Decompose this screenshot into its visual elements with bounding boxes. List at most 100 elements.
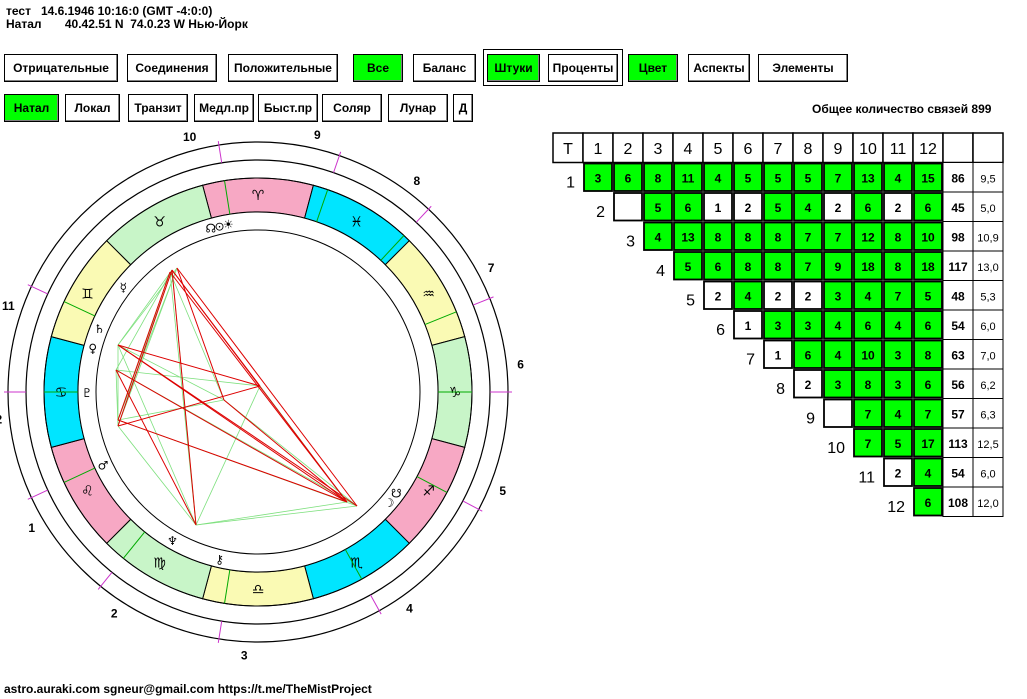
table-cell-value: 13 — [681, 230, 695, 244]
table-pct-cell — [972, 280, 1004, 311]
table-cell — [673, 192, 703, 222]
table-row-total: 113 — [948, 437, 968, 451]
table-cell-value: 4 — [925, 466, 932, 480]
button-conjunctions[interactable]: Соединения — [127, 54, 217, 82]
table-cell-value: 4 — [715, 171, 722, 185]
zodiac-sign-glyph: ♋ — [55, 385, 68, 401]
table-col-header-cell — [702, 132, 734, 164]
table-cell — [613, 162, 643, 192]
table-cell-value: 6 — [925, 319, 932, 333]
planet-glyph: ♄ — [94, 322, 105, 336]
button-elements[interactable]: Элементы — [758, 54, 848, 82]
table-cell-value: 8 — [655, 171, 662, 185]
table-cell-value: 4 — [895, 319, 902, 333]
button-lunar[interactable]: Лунар — [388, 94, 448, 122]
table-cell-value: 3 — [805, 319, 812, 333]
zodiac-sign-glyph: ♉ — [153, 214, 166, 230]
planet-glyph: ♀ — [88, 342, 97, 356]
table-total-cell — [942, 309, 974, 340]
table-cell — [853, 192, 883, 222]
button-transit[interactable]: Транзит — [128, 94, 188, 122]
table-row-label: 7 — [746, 351, 755, 368]
table-cell-value: 5 — [925, 289, 932, 303]
table-cell-value: 12 — [861, 230, 875, 244]
house-number-outer: 11 — [2, 299, 15, 313]
table-total-cell — [942, 280, 974, 311]
table-cell — [853, 398, 883, 428]
table-cell-value: 2 — [835, 201, 842, 215]
planet-glyph: ☿ — [120, 281, 127, 295]
header-line-1: тест 14.6.1946 10:16:0 (GMT -4:0:0) — [6, 4, 213, 18]
zodiac-sign-glyph: ♎ — [252, 582, 265, 598]
zodiac-sign-glyph: ♐ — [422, 484, 435, 500]
table-row-label: 9 — [806, 410, 815, 427]
aspect-line-harmonious — [117, 269, 173, 346]
table-cell-value: 6 — [805, 348, 812, 362]
table-row-label: 5 — [686, 292, 695, 309]
table-cell-value: 4 — [835, 348, 842, 362]
table-cell-value: 6 — [865, 319, 872, 333]
table-col-header: 8 — [804, 141, 813, 158]
table-total-cell — [942, 398, 974, 429]
button-all[interactable]: Все — [353, 54, 403, 82]
table-col-header: 9 — [834, 141, 843, 158]
table-pct-cell — [972, 457, 1004, 488]
table-cell — [913, 310, 943, 340]
table-row-label: 10 — [827, 440, 845, 457]
planet-glyph: ☽ — [384, 496, 395, 510]
house-number-outer: 3 — [241, 649, 248, 663]
house-number-outer: 12 — [0, 413, 2, 427]
button-aspects[interactable]: Аспекты — [688, 54, 750, 82]
table-cell — [763, 221, 793, 251]
table-col-header: 2 — [624, 141, 633, 158]
aspect-line-tense — [117, 344, 358, 507]
button-percent[interactable]: Проценты — [548, 54, 618, 82]
house-cusp-line — [380, 235, 405, 261]
footer-contacts: astro.auraki.com sgneur@gmail.com https:… — [4, 682, 372, 696]
table-row-percent: 6,2 — [980, 380, 995, 392]
button-slow-progression[interactable]: Медл.пр — [194, 94, 254, 122]
table-cell-value: 8 — [895, 260, 902, 274]
button-fast-progression[interactable]: Быст.пр — [258, 94, 318, 122]
button-natal[interactable]: Натал — [4, 94, 59, 122]
table-cell — [913, 487, 943, 517]
table-cell-value: 7 — [805, 260, 812, 274]
table-cell-value: 2 — [805, 378, 812, 392]
table-cell-value: 7 — [865, 407, 872, 421]
planet-glyph: ☋ — [391, 487, 402, 501]
table-cell — [763, 310, 793, 340]
table-col-header-cell — [672, 132, 704, 164]
table-total-cell — [942, 221, 974, 252]
table-cell — [823, 310, 853, 340]
table-cell — [793, 310, 823, 340]
planet-glyph: ♇ — [82, 386, 93, 400]
planet-glyph: ♂ — [98, 458, 109, 472]
button-balance[interactable]: Баланс — [413, 54, 476, 82]
aspect-line-harmonious — [117, 344, 197, 526]
aspect-line-tense — [176, 267, 225, 401]
table-pct-cell — [972, 162, 1004, 193]
table-cell-value: 8 — [865, 378, 872, 392]
table-cell-value: 10 — [861, 348, 875, 362]
button-color[interactable]: Цвет — [628, 54, 678, 82]
table-col-header-cell — [852, 132, 884, 164]
button-count[interactable]: Штуки — [487, 54, 540, 82]
table-cell — [913, 398, 943, 428]
button-negative[interactable]: Отрицательные — [4, 54, 118, 82]
table-cell-value: 1 — [745, 319, 752, 333]
table-cell — [733, 310, 763, 340]
button-positive[interactable]: Положительные — [228, 54, 338, 82]
planet-glyph: ☊ — [206, 222, 217, 236]
table-cell — [823, 339, 853, 369]
table-cell — [853, 280, 883, 310]
table-cell-value: 15 — [921, 171, 935, 185]
table-total-cell — [942, 486, 974, 517]
button-local[interactable]: Локал — [65, 94, 120, 122]
button-d[interactable]: Д — [453, 94, 473, 122]
table-cell — [763, 251, 793, 281]
table-cell-value: 4 — [895, 171, 902, 185]
aspect-line-harmonious — [169, 271, 225, 401]
button-solar[interactable]: Соляр — [322, 94, 382, 122]
table-cell — [823, 398, 853, 428]
aspect-line-tense — [171, 269, 197, 526]
